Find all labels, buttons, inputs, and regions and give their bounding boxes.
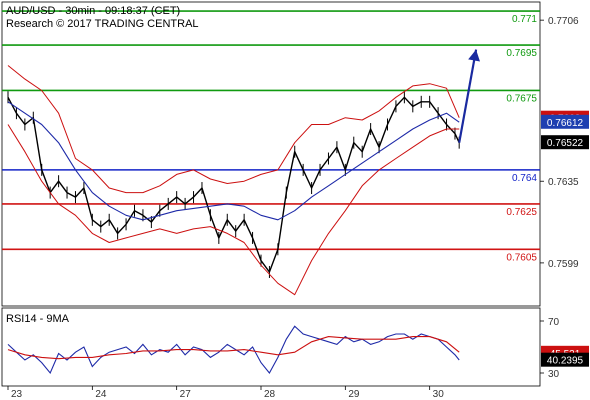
series-rsi_ma: [7, 336, 460, 360]
x-tick-label: 24: [95, 389, 107, 400]
price-tag-box: [541, 114, 589, 129]
y-tick-label: 0.7599: [548, 259, 579, 270]
chart-subtitle: Research © 2017 TRADING CENTRAL: [6, 18, 199, 30]
axis-layer: 0.7706 0.7635 0.7599 70 30 23 24 27 28 29 30: [7, 16, 579, 400]
level-label: 0.764: [512, 173, 537, 184]
series-rsi: [7, 325, 460, 375]
x-tick-label: 28: [264, 389, 276, 400]
x-tick-label: 27: [180, 389, 192, 400]
series-ma: [7, 101, 460, 221]
level-label: 0.7695: [506, 48, 537, 59]
price-tag-box: [541, 352, 589, 367]
y-tick-label: 0.7706: [548, 16, 579, 27]
y-tick-label: 0.7635: [548, 177, 579, 188]
level-label: 0.771: [512, 14, 537, 25]
level-label: 0.7605: [506, 252, 537, 263]
series-boll_upper: [7, 65, 460, 194]
price-tag-box: [541, 135, 589, 150]
x-tick-label: 29: [348, 389, 360, 400]
rsi-y-tick-label: 30: [548, 369, 560, 380]
x-tick-label: 30: [433, 389, 445, 400]
rsi-y-tick-label: 70: [548, 317, 560, 328]
forecast-arrowhead: [468, 49, 480, 62]
series-boll_lower: [7, 124, 460, 296]
price-tag-label: 0.76522: [547, 138, 584, 149]
main-panel-frame: [1, 1, 541, 307]
price-tag-label: 0.76612: [547, 118, 584, 129]
rsi-title: RSI14 - 9MA: [6, 313, 70, 325]
series-forecast: [458, 49, 478, 143]
chart-title: AUD/USD - 30min - 09:18:37 (CET): [6, 5, 180, 17]
level-label: 0.7675: [506, 93, 537, 104]
price-tag-label: 40.2395: [547, 356, 584, 367]
series-layer: [7, 49, 480, 296]
rsi-panel-frame: [1, 307, 541, 387]
rsi-layer: [7, 325, 460, 375]
x-tick-label: 23: [11, 389, 23, 400]
level-label: 0.7625: [506, 207, 537, 218]
